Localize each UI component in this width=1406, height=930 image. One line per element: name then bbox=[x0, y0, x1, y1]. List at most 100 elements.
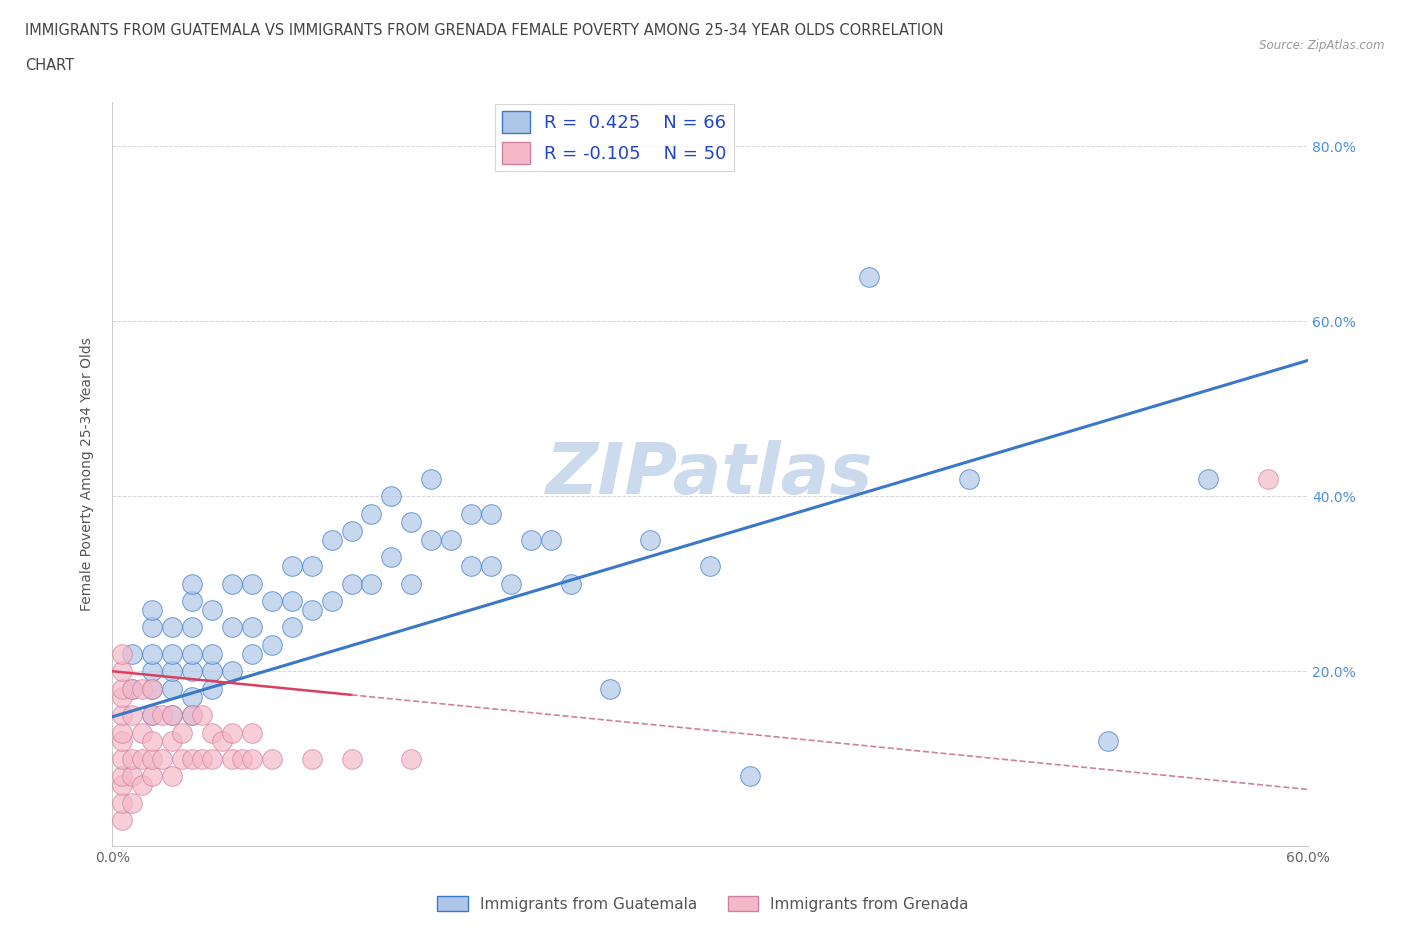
Point bbox=[141, 603, 163, 618]
Point bbox=[340, 751, 363, 766]
Point bbox=[340, 524, 363, 538]
Point bbox=[1097, 734, 1119, 749]
Point bbox=[111, 690, 134, 705]
Point bbox=[380, 550, 402, 565]
Point bbox=[111, 725, 134, 740]
Point bbox=[181, 708, 204, 723]
Point bbox=[479, 559, 502, 574]
Point bbox=[150, 708, 173, 723]
Point bbox=[201, 682, 224, 697]
Point bbox=[121, 795, 143, 810]
Point bbox=[121, 682, 143, 697]
Point bbox=[111, 682, 134, 697]
Point bbox=[111, 777, 134, 792]
Point bbox=[111, 646, 134, 661]
Point bbox=[360, 577, 382, 591]
Point bbox=[1197, 472, 1219, 486]
Point bbox=[957, 472, 980, 486]
Point bbox=[111, 813, 134, 828]
Point bbox=[172, 751, 194, 766]
Point bbox=[141, 646, 163, 661]
Point bbox=[281, 620, 304, 635]
Point bbox=[699, 559, 721, 574]
Point bbox=[221, 725, 243, 740]
Point bbox=[401, 751, 423, 766]
Point bbox=[141, 751, 163, 766]
Point bbox=[111, 769, 134, 784]
Point bbox=[560, 577, 582, 591]
Point bbox=[221, 620, 243, 635]
Point bbox=[162, 708, 183, 723]
Point bbox=[121, 751, 143, 766]
Point bbox=[141, 620, 163, 635]
Point bbox=[111, 795, 134, 810]
Point bbox=[181, 690, 204, 705]
Point bbox=[141, 682, 163, 697]
Point bbox=[260, 593, 283, 608]
Point bbox=[460, 559, 482, 574]
Point bbox=[131, 777, 153, 792]
Point bbox=[1257, 472, 1279, 486]
Text: IMMIGRANTS FROM GUATEMALA VS IMMIGRANTS FROM GRENADA FEMALE POVERTY AMONG 25-34 : IMMIGRANTS FROM GUATEMALA VS IMMIGRANTS … bbox=[25, 23, 943, 38]
Legend: Immigrants from Guatemala, Immigrants from Grenada: Immigrants from Guatemala, Immigrants fr… bbox=[432, 889, 974, 918]
Point bbox=[240, 751, 263, 766]
Point bbox=[260, 638, 283, 653]
Point bbox=[240, 646, 263, 661]
Text: ZIPatlas: ZIPatlas bbox=[547, 440, 873, 509]
Point bbox=[520, 533, 543, 548]
Point bbox=[181, 577, 204, 591]
Point bbox=[211, 734, 233, 749]
Point bbox=[301, 603, 323, 618]
Text: Source: ZipAtlas.com: Source: ZipAtlas.com bbox=[1260, 39, 1385, 52]
Point bbox=[540, 533, 562, 548]
Point bbox=[162, 708, 183, 723]
Point bbox=[141, 769, 163, 784]
Point bbox=[162, 664, 183, 679]
Point bbox=[858, 270, 880, 285]
Point bbox=[401, 515, 423, 530]
Point bbox=[172, 725, 194, 740]
Point bbox=[162, 620, 183, 635]
Legend: R =  0.425    N = 66, R = -0.105    N = 50: R = 0.425 N = 66, R = -0.105 N = 50 bbox=[495, 104, 734, 171]
Point bbox=[191, 708, 214, 723]
Point bbox=[460, 506, 482, 521]
Point bbox=[111, 664, 134, 679]
Point bbox=[599, 682, 621, 697]
Point bbox=[141, 734, 163, 749]
Point bbox=[162, 769, 183, 784]
Point bbox=[738, 769, 761, 784]
Point bbox=[131, 725, 153, 740]
Point bbox=[240, 577, 263, 591]
Point bbox=[111, 734, 134, 749]
Point bbox=[111, 751, 134, 766]
Point bbox=[121, 769, 143, 784]
Point bbox=[301, 751, 323, 766]
Point bbox=[221, 577, 243, 591]
Point bbox=[121, 646, 143, 661]
Point bbox=[638, 533, 662, 548]
Point bbox=[479, 506, 502, 521]
Point bbox=[301, 559, 323, 574]
Point bbox=[440, 533, 463, 548]
Point bbox=[360, 506, 382, 521]
Point bbox=[131, 682, 153, 697]
Point bbox=[141, 708, 163, 723]
Point bbox=[340, 577, 363, 591]
Point bbox=[321, 593, 343, 608]
Point bbox=[162, 682, 183, 697]
Point bbox=[141, 664, 163, 679]
Point bbox=[150, 751, 173, 766]
Point bbox=[162, 734, 183, 749]
Point bbox=[221, 664, 243, 679]
Point bbox=[201, 646, 224, 661]
Point bbox=[281, 593, 304, 608]
Point bbox=[420, 533, 443, 548]
Point bbox=[260, 751, 283, 766]
Point bbox=[420, 472, 443, 486]
Point bbox=[181, 593, 204, 608]
Point bbox=[191, 751, 214, 766]
Point bbox=[121, 708, 143, 723]
Point bbox=[181, 751, 204, 766]
Point bbox=[111, 708, 134, 723]
Point bbox=[201, 603, 224, 618]
